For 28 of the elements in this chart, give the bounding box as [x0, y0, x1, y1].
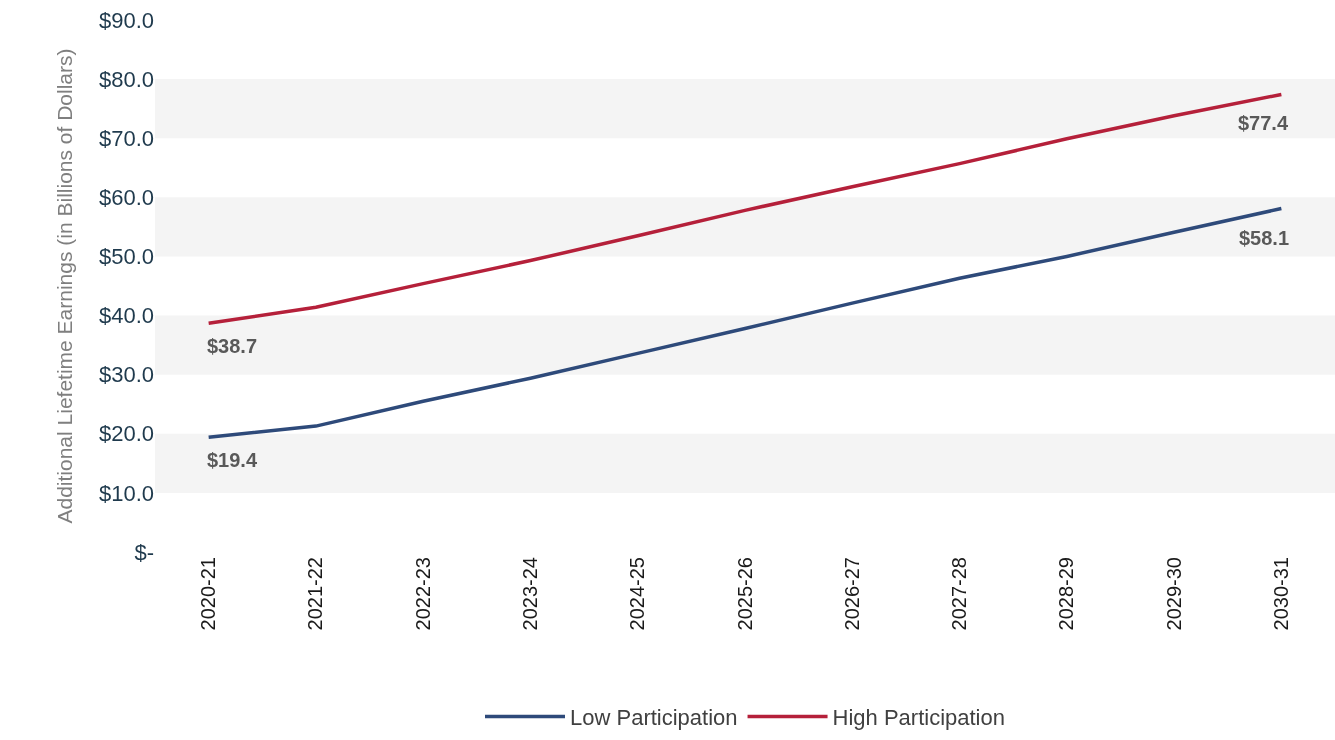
y-tick-label: $70.0 [98, 125, 154, 151]
x-tick-label: 2024-25 [626, 557, 649, 631]
y-tick-label: $60.0 [98, 185, 154, 211]
y-tick-label: $30.0 [98, 362, 154, 388]
data-label: $77.4 [1238, 112, 1289, 134]
y-tick-label: $80.0 [98, 66, 154, 92]
x-tick-label: 2021-22 [304, 557, 327, 631]
y-tick-label: $10.0 [98, 480, 154, 506]
x-tick-label: 2030-31 [1269, 557, 1292, 631]
x-tick-label: 2029-30 [1162, 557, 1185, 631]
data-label: $19.4 [207, 449, 258, 471]
y-axis-title: Additional Liefetime Earnings (in Billions of Dollars) [53, 48, 77, 524]
x-tick-label: 2026-27 [840, 557, 863, 631]
legend-label: Low Participation [570, 705, 738, 731]
data-label: $38.7 [207, 335, 258, 357]
x-tick-label: 2022-23 [411, 557, 434, 631]
data-label: $58.1 [1239, 227, 1290, 249]
y-tick-label: $20.0 [98, 421, 154, 447]
x-tick-label: 2020-21 [197, 557, 220, 631]
x-tick-label: 2027-28 [948, 557, 971, 631]
y-tick-label: $90.0 [98, 7, 154, 33]
y-tick-label: $50.0 [98, 244, 154, 270]
y-tick-label: $40.0 [98, 303, 154, 329]
x-tick-label: 2023-24 [518, 557, 541, 631]
x-tick-label: 2025-26 [733, 557, 756, 631]
x-tick-label: 2028-29 [1055, 557, 1078, 631]
legend-label: High Participation [832, 705, 1005, 731]
y-tick-label: $- [134, 539, 154, 565]
